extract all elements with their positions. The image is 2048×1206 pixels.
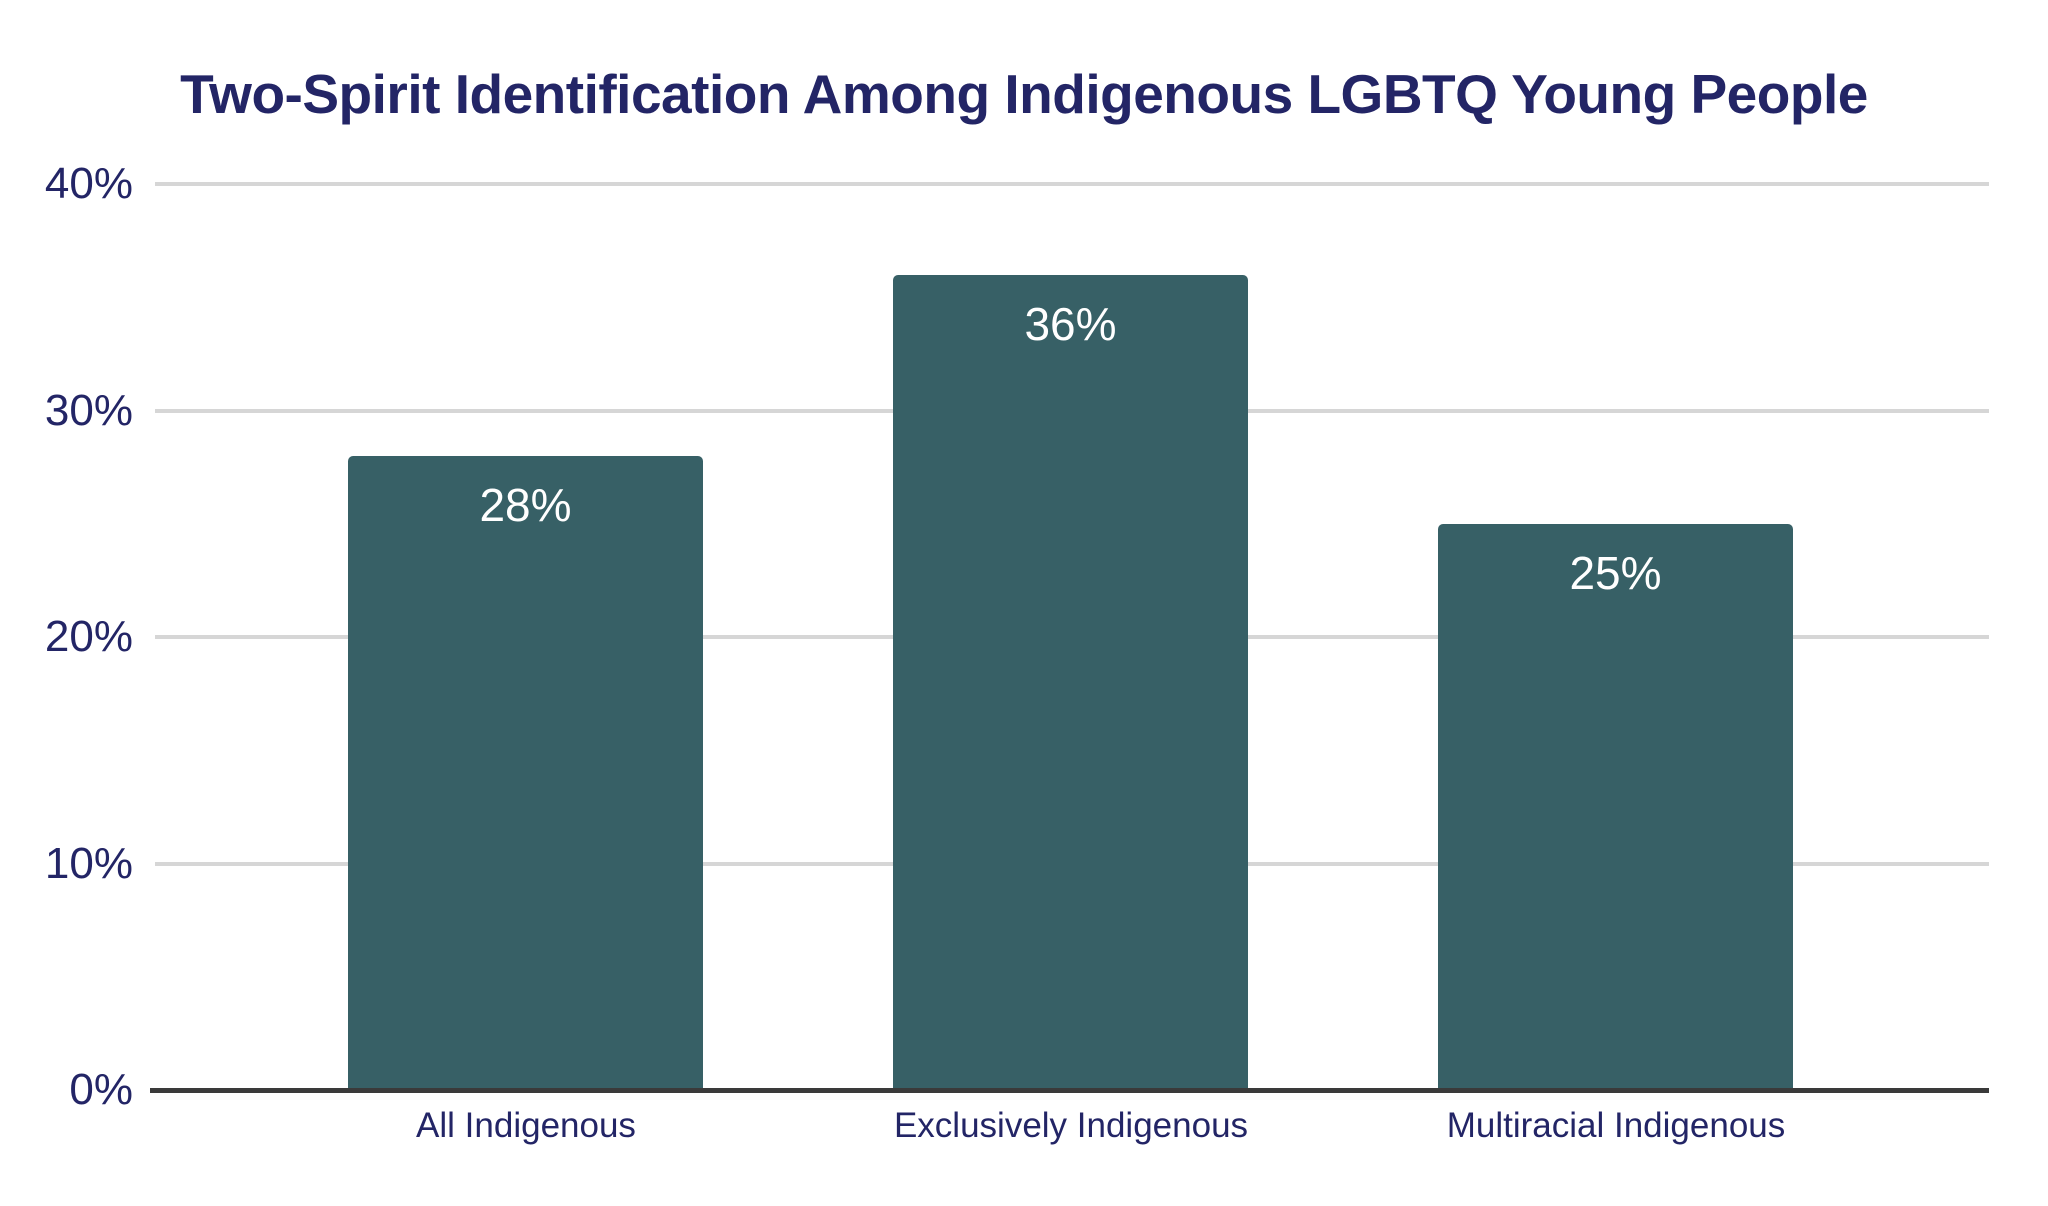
category-label: Exclusively Indigenous bbox=[893, 1106, 1249, 1145]
bar-value-label: 36% bbox=[1024, 297, 1117, 350]
category-label: Multiracial Indigenous bbox=[1446, 1106, 1786, 1145]
bar-value-label: 28% bbox=[479, 478, 572, 531]
y-axis-tick-label: 30% bbox=[44, 385, 133, 435]
bar-value-label: 25% bbox=[1569, 546, 1662, 599]
chart-title: Two-Spirit Identification Among Indigeno… bbox=[180, 63, 1868, 125]
category-label: All Indigenous bbox=[416, 1106, 636, 1145]
x-axis-baseline bbox=[150, 1088, 1989, 1093]
y-axis-tick-label: 0% bbox=[69, 1065, 133, 1114]
y-axis-tick-label: 40% bbox=[44, 159, 133, 208]
bar: 25% bbox=[1438, 523, 1793, 1088]
y-axis-tick-label: 20% bbox=[44, 612, 133, 661]
y-axis-tick-label: 10% bbox=[44, 838, 133, 888]
gridline bbox=[155, 182, 1989, 186]
bar: 36% bbox=[893, 274, 1248, 1088]
bar: 28% bbox=[348, 455, 703, 1088]
